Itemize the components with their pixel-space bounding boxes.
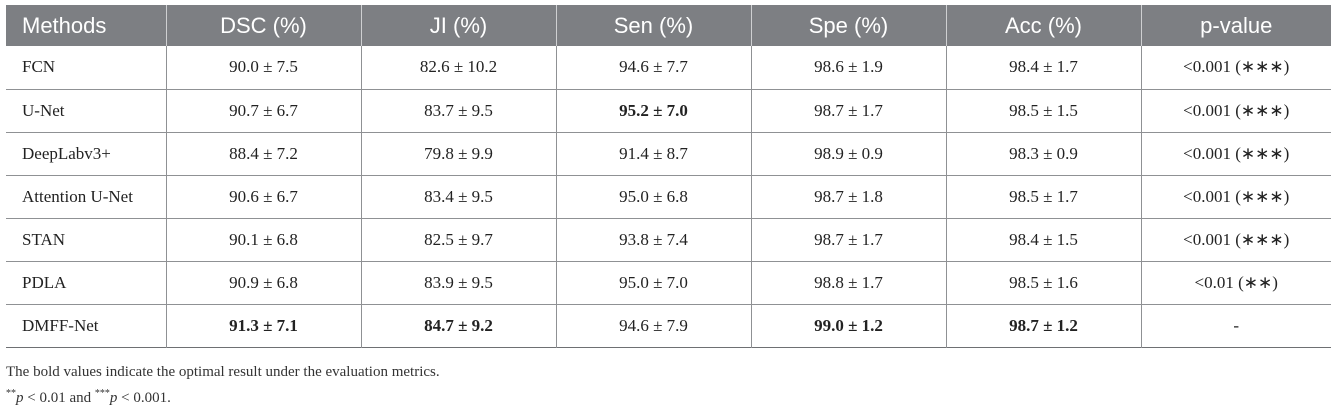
dsc-cell: 90.9 ± 6.8	[165, 261, 361, 304]
ji-cell: 83.7 ± 9.5	[360, 89, 556, 132]
p-value-cell: -	[1140, 304, 1331, 347]
dsc-cell: 90.7 ± 6.7	[165, 89, 361, 132]
p-value-cell: <0.001 (∗∗∗)	[1140, 175, 1331, 218]
header-ji: JI (%)	[360, 5, 556, 46]
dsc-cell: 90.1 ± 6.8	[165, 218, 361, 261]
acc-cell-best: 98.7 ± 1.2	[945, 304, 1141, 347]
dsc-cell: 90.0 ± 7.5	[165, 46, 361, 89]
sen-cell: 91.4 ± 8.7	[555, 132, 751, 175]
spe-cell: 98.7 ± 1.7	[750, 218, 946, 261]
spe-cell: 98.6 ± 1.9	[750, 46, 946, 89]
footnote-threshold-2: < 0.001.	[117, 389, 171, 406]
results-table: Methods DSC (%) JI (%) Sen (%) Spe (%) A…	[6, 5, 1331, 348]
method-cell: FCN	[22, 57, 56, 77]
table-row: PDLA 90.9 ± 6.8 83.9 ± 9.5 95.0 ± 7.0 98…	[6, 261, 1331, 304]
dsc-cell-best: 91.3 ± 7.1	[165, 304, 361, 347]
method-cell: Attention U-Net	[22, 186, 133, 206]
p-value-cell: <0.001 (∗∗∗)	[1140, 89, 1331, 132]
footnote-stars-triple: ***	[94, 387, 110, 399]
ji-cell: 79.8 ± 9.9	[360, 132, 556, 175]
bold-values-footnote: The bold values indicate the optimal res…	[6, 363, 440, 380]
method-cell: U-Net	[22, 100, 65, 120]
spe-cell: 98.9 ± 0.9	[750, 132, 946, 175]
acc-cell: 98.4 ± 1.7	[945, 46, 1141, 89]
table-row: STAN 90.1 ± 6.8 82.5 ± 9.7 93.8 ± 7.4 98…	[6, 218, 1331, 261]
ji-cell: 82.5 ± 9.7	[360, 218, 556, 261]
ji-cell: 82.6 ± 10.2	[360, 46, 556, 89]
ji-cell: 83.4 ± 9.5	[360, 175, 556, 218]
p-value-cell: <0.001 (∗∗∗)	[1140, 132, 1331, 175]
table-header-row: Methods DSC (%) JI (%) Sen (%) Spe (%) A…	[6, 5, 1331, 46]
footnote-p-symbol: p	[109, 389, 118, 406]
method-cell: DMFF-Net	[22, 315, 99, 335]
header-sen: Sen (%)	[555, 5, 751, 46]
sen-cell-best: 95.2 ± 7.0	[555, 89, 751, 132]
acc-cell: 98.3 ± 0.9	[945, 132, 1141, 175]
acc-cell: 98.5 ± 1.5	[945, 89, 1141, 132]
significance-footnote: **p < 0.01 and ***p < 0.001.	[6, 383, 1337, 409]
header-acc: Acc (%)	[945, 5, 1141, 46]
ji-cell: 83.9 ± 9.5	[360, 261, 556, 304]
footnote-p-symbol: p	[16, 389, 24, 406]
spe-cell: 98.8 ± 1.7	[750, 261, 946, 304]
spe-cell: 98.7 ± 1.8	[750, 175, 946, 218]
method-cell: PDLA	[22, 272, 67, 292]
table-row: Attention U-Net 90.6 ± 6.7 83.4 ± 9.5 95…	[6, 175, 1331, 218]
header-methods: Methods	[22, 12, 107, 38]
sen-cell: 94.6 ± 7.9	[555, 304, 751, 347]
acc-cell: 98.4 ± 1.5	[945, 218, 1141, 261]
sen-cell: 95.0 ± 6.8	[555, 175, 751, 218]
p-value-cell: <0.001 (∗∗∗)	[1140, 46, 1331, 89]
table-row: DMFF-Net 91.3 ± 7.1 84.7 ± 9.2 94.6 ± 7.…	[6, 304, 1331, 347]
dsc-cell: 88.4 ± 7.2	[165, 132, 361, 175]
footnote-threshold-1: < 0.01 and	[23, 389, 95, 406]
table-row: FCN 90.0 ± 7.5 82.6 ± 10.2 94.6 ± 7.7 98…	[6, 46, 1331, 89]
header-dsc: DSC (%)	[165, 5, 361, 46]
p-value-cell: <0.001 (∗∗∗)	[1140, 218, 1331, 261]
acc-cell: 98.5 ± 1.7	[945, 175, 1141, 218]
table-row: DeepLabv3+ 88.4 ± 7.2 79.8 ± 9.9 91.4 ± …	[6, 132, 1331, 175]
footnote-stars-double: **	[6, 387, 16, 399]
header-spe: Spe (%)	[750, 5, 946, 46]
spe-cell: 98.7 ± 1.7	[750, 89, 946, 132]
method-cell: DeepLabv3+	[22, 143, 111, 163]
dsc-cell: 90.6 ± 6.7	[165, 175, 361, 218]
sen-cell: 94.6 ± 7.7	[555, 46, 751, 89]
ji-cell-best: 84.7 ± 9.2	[360, 304, 556, 347]
method-cell: STAN	[22, 229, 66, 249]
sen-cell: 93.8 ± 7.4	[555, 218, 751, 261]
acc-cell: 98.5 ± 1.6	[945, 261, 1141, 304]
sen-cell: 95.0 ± 7.0	[555, 261, 751, 304]
table-row: U-Net 90.7 ± 6.7 83.7 ± 9.5 95.2 ± 7.0 9…	[6, 89, 1331, 132]
spe-cell-best: 99.0 ± 1.2	[750, 304, 946, 347]
p-value-cell: <0.01 (∗∗)	[1140, 261, 1331, 304]
header-p-value: p-value	[1140, 5, 1331, 46]
